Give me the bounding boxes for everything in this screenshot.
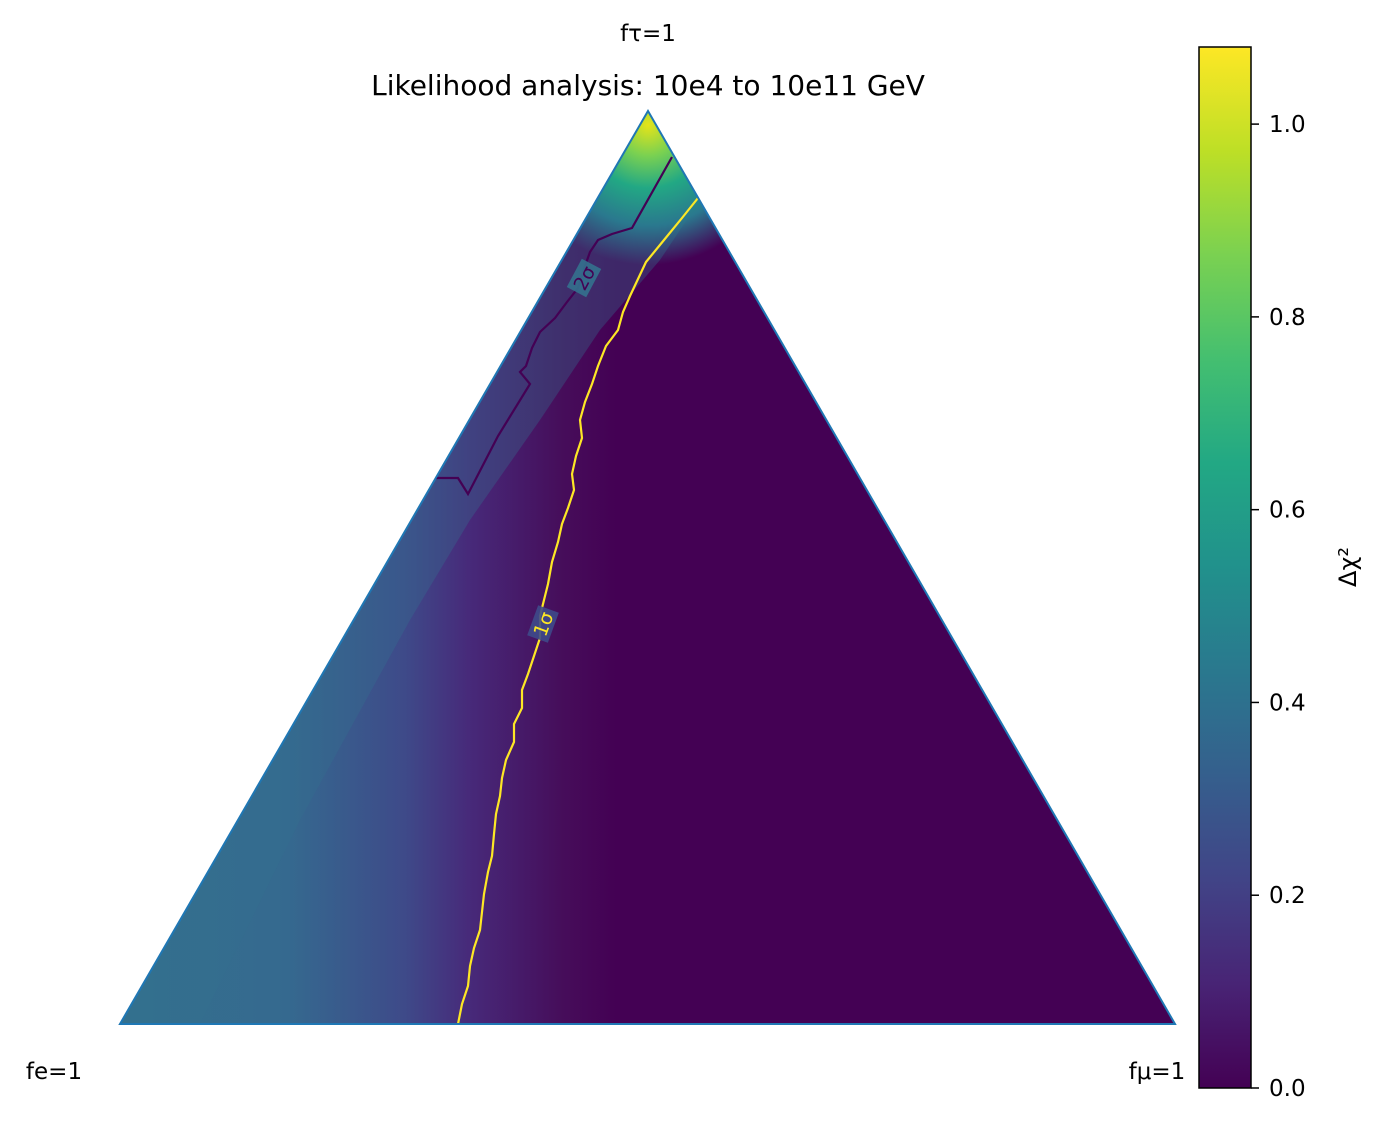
contour-label-1sigma: 1σ [527, 605, 559, 643]
corner-label-top: fτ=1 [620, 21, 676, 47]
colorbar: 0.0 0.2 0.4 0.6 0.8 1.0 Δχ² [1198, 46, 1362, 1102]
colorbar-tick-label: 1.0 [1269, 112, 1306, 138]
colorbar-tick-label: 0.6 [1269, 498, 1306, 524]
corner-label-right: fμ=1 [1129, 1059, 1186, 1085]
triangle-outline [118, 109, 1177, 1025]
colorbar-tick-label: 0.2 [1269, 883, 1306, 909]
colorbar-tick-label: 0.8 [1269, 305, 1306, 331]
corner-label-left: fe=1 [26, 1059, 82, 1085]
colorbar-tick-label: 0.4 [1269, 690, 1306, 716]
contour-2sigma [436, 156, 673, 497]
colorbar-tick-label: 0.0 [1269, 1076, 1306, 1102]
chart-title: Likelihood analysis: 10e4 to 10e11 GeV [371, 69, 925, 102]
ternary-plot: 2σ 1σ [118, 109, 1177, 1025]
colorbar-gradient [1198, 46, 1252, 1089]
heatmap-peak [520, 111, 780, 360]
colorbar-ticks: 0.0 0.2 0.4 0.6 0.8 1.0 [1251, 112, 1306, 1102]
colorbar-label: Δχ² [1334, 547, 1362, 587]
